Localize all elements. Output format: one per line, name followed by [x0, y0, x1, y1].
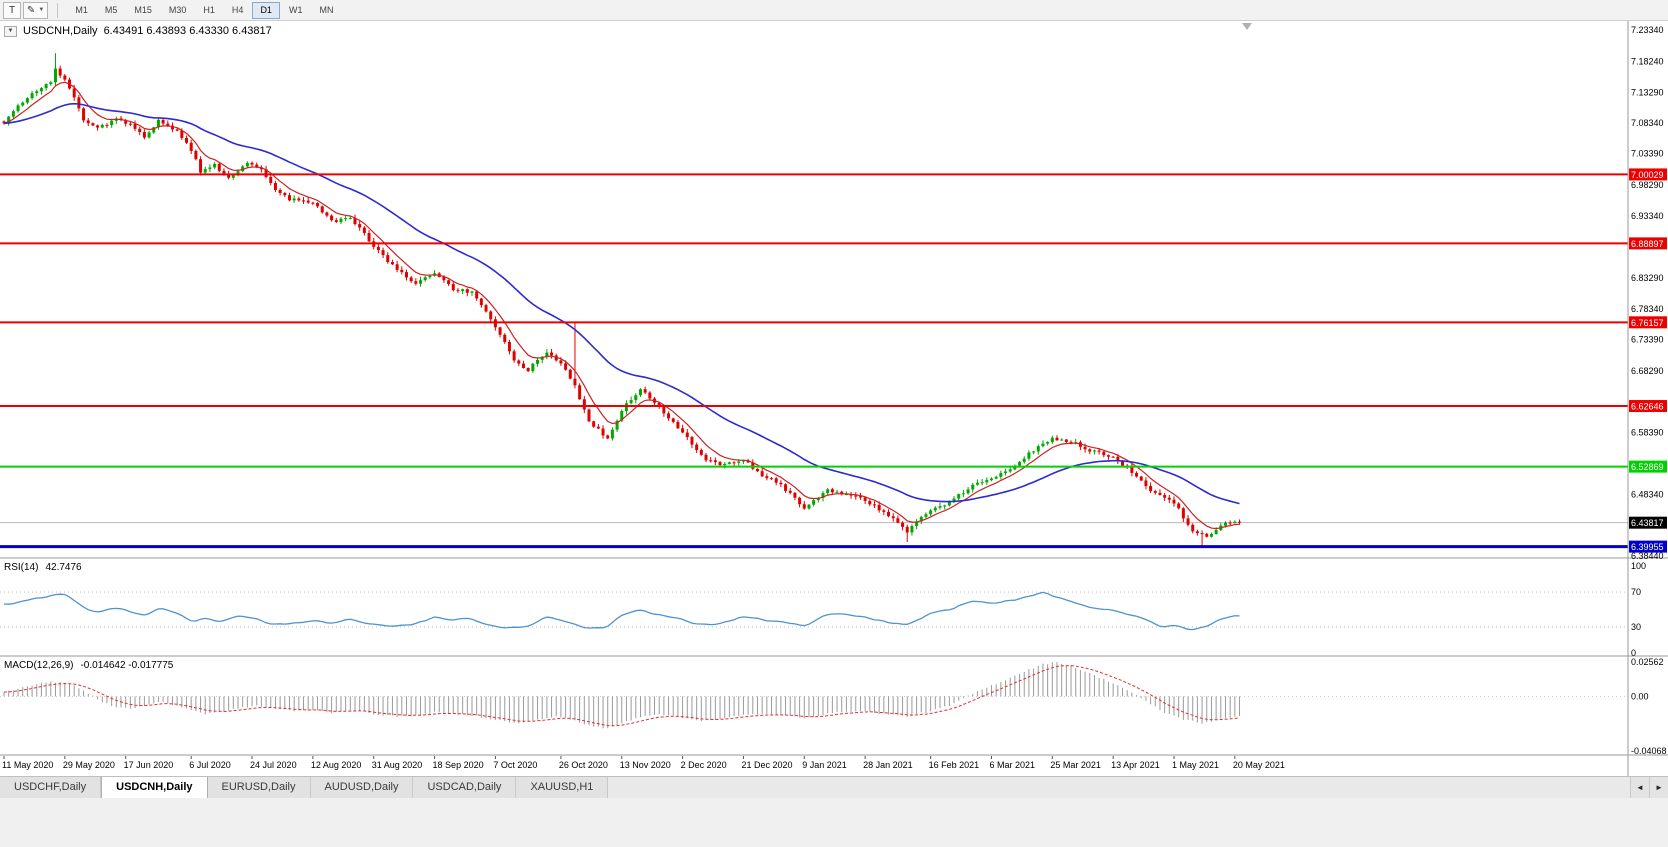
macd-values: -0.014642 -0.017775 — [80, 660, 174, 671]
timeframe-button-m1[interactable]: M1 — [67, 2, 96, 19]
shift-marker — [1242, 23, 1252, 30]
rsi-label: RSI(14) 42.7476 — [4, 562, 82, 573]
svg-text:6 Mar 2021: 6 Mar 2021 — [989, 760, 1035, 770]
timeframe-button-m5[interactable]: M5 — [97, 2, 126, 19]
tab-scroll-buttons: ◄ ► — [1630, 777, 1668, 798]
svg-text:31 Aug 2020: 31 Aug 2020 — [372, 760, 423, 770]
rsi-value: 42.7476 — [45, 562, 82, 573]
svg-text:7 Oct 2020: 7 Oct 2020 — [493, 760, 537, 770]
timeframe-button-m30[interactable]: M30 — [161, 2, 195, 19]
svg-text:6.52869: 6.52869 — [1631, 462, 1664, 472]
svg-text:7.03390: 7.03390 — [1631, 149, 1664, 159]
svg-text:2 Dec 2020: 2 Dec 2020 — [681, 760, 727, 770]
tab-usdchf-daily[interactable]: USDCHF,Daily — [0, 777, 102, 798]
tab-eurusd-daily[interactable]: EURUSD,Daily — [207, 777, 311, 798]
svg-text:6.39955: 6.39955 — [1631, 542, 1664, 552]
svg-text:6.62646: 6.62646 — [1631, 402, 1664, 412]
svg-text:7.13290: 7.13290 — [1631, 87, 1664, 97]
svg-text:11 May 2020: 11 May 2020 — [2, 760, 53, 770]
timeframe-button-mn[interactable]: MN — [311, 2, 341, 19]
chart-background — [0, 21, 1668, 776]
rsi-panel — [0, 591, 1628, 631]
svg-text:13 Apr 2021: 13 Apr 2021 — [1111, 760, 1160, 770]
svg-text:6.58390: 6.58390 — [1631, 427, 1664, 437]
timeframe-button-h4[interactable]: H4 — [224, 2, 252, 19]
svg-text:13 Nov 2020: 13 Nov 2020 — [620, 760, 671, 770]
svg-text:0.02562: 0.02562 — [1631, 657, 1664, 667]
svg-text:12 Aug 2020: 12 Aug 2020 — [311, 760, 362, 770]
tab-audusd-daily[interactable]: AUDUSD,Daily — [310, 777, 414, 798]
symbol-name: USDCNH,Daily — [23, 25, 98, 37]
timeframe-button-w1[interactable]: W1 — [281, 2, 311, 19]
svg-text:6 Jul 2020: 6 Jul 2020 — [189, 760, 231, 770]
svg-text:26 Oct 2020: 26 Oct 2020 — [559, 760, 608, 770]
tab-usdcad-daily[interactable]: USDCAD,Daily — [413, 777, 517, 798]
chevron-down-icon: ▼ — [38, 7, 45, 13]
svg-text:30: 30 — [1631, 622, 1641, 632]
svg-text:18 Sep 2020: 18 Sep 2020 — [433, 760, 484, 770]
tabs-scroll-right-button[interactable]: ► — [1649, 777, 1668, 798]
macd-name: MACD(12,26,9) — [4, 660, 74, 671]
ohlc-values: 6.43491 6.43893 6.43330 6.43817 — [103, 25, 272, 37]
timeframe-buttons: M1 M5 M15 M30 H1 H4 D1 W1 MN — [67, 1, 341, 19]
svg-text:6.88897: 6.88897 — [1631, 239, 1664, 249]
svg-text:24 Jul 2020: 24 Jul 2020 — [250, 760, 297, 770]
svg-text:6.68290: 6.68290 — [1631, 366, 1664, 376]
pen-icon: ✎ — [27, 4, 36, 16]
chart-tabs: USDCHF,Daily USDCNH,Daily EURUSD,Daily AUDU… — [0, 777, 609, 798]
svg-text:100: 100 — [1631, 561, 1646, 571]
svg-text:29 May 2020: 29 May 2020 — [63, 760, 115, 770]
drawing-tool-button[interactable]: ✎ ▼ — [23, 1, 49, 19]
svg-text:17 Jun 2020: 17 Jun 2020 — [124, 760, 174, 770]
tab-xauusd-h1[interactable]: XAUUSD,H1 — [516, 777, 609, 798]
price-badges: 7.00029 6.88897 6.76157 6.62646 6.52869 6.399… — [1629, 168, 1667, 553]
svg-text:7.08340: 7.08340 — [1631, 118, 1664, 128]
svg-text:9 Jan 2021: 9 Jan 2021 — [802, 760, 847, 770]
svg-text:7.23340: 7.23340 — [1631, 25, 1664, 35]
svg-text:20 May 2021: 20 May 2021 — [1233, 760, 1285, 770]
tab-usdcnh-daily[interactable]: USDCNH,Daily — [101, 777, 208, 798]
svg-text:6.38440: 6.38440 — [1631, 551, 1664, 561]
panel-separators — [0, 21, 1668, 776]
toolbar-separator — [57, 2, 59, 18]
date-axis: 11 May 2020 29 May 2020 17 Jun 2020 6 Jul 2… — [2, 756, 1285, 770]
svg-text:28 Jan 2021: 28 Jan 2021 — [863, 760, 913, 770]
timeframe-button-d1[interactable]: D1 — [252, 1, 280, 19]
svg-text:7.18240: 7.18240 — [1631, 57, 1664, 67]
svg-text:21 Dec 2020: 21 Dec 2020 — [741, 760, 792, 770]
svg-text:1 May 2021: 1 May 2021 — [1172, 760, 1219, 770]
symbol-label: ▼ USDCNH,Daily 6.43491 6.43893 6.43330 6… — [4, 25, 272, 37]
svg-text:6.43817: 6.43817 — [1631, 518, 1664, 528]
svg-text:6.48340: 6.48340 — [1631, 490, 1664, 500]
svg-text:-0.04068: -0.04068 — [1631, 746, 1667, 756]
svg-text:7.00029: 7.00029 — [1631, 170, 1664, 180]
svg-text:0.00: 0.00 — [1631, 691, 1649, 701]
svg-text:6.93340: 6.93340 — [1631, 211, 1664, 221]
svg-text:6.78340: 6.78340 — [1631, 304, 1664, 314]
svg-text:0: 0 — [1631, 648, 1636, 658]
svg-text:6.76157: 6.76157 — [1631, 318, 1664, 328]
tabs-scroll-left-button[interactable]: ◄ — [1630, 777, 1649, 798]
moving-averages — [3, 81, 1240, 530]
collapse-panel-button[interactable]: ▼ — [4, 25, 17, 37]
svg-text:25 Mar 2021: 25 Mar 2021 — [1050, 760, 1101, 770]
svg-text:6.83290: 6.83290 — [1631, 273, 1664, 283]
text-tool-button[interactable]: T — [3, 1, 21, 19]
svg-text:6.73390: 6.73390 — [1631, 334, 1664, 344]
price-axis: 7.23340 7.18240 7.13290 7.08340 7.03390 6.982… — [1631, 25, 1667, 756]
svg-text:70: 70 — [1631, 587, 1641, 597]
timeframe-button-h1[interactable]: H1 — [195, 2, 223, 19]
macd-panel — [0, 661, 1628, 729]
timeframe-button-m15[interactable]: M15 — [126, 2, 160, 19]
main-toolbar: T ✎ ▼ M1 M5 M15 M30 H1 H4 D1 W1 MN — [0, 0, 1668, 21]
tab-bar: USDCHF,Daily USDCNH,Daily EURUSD,Daily AUDU… — [0, 776, 1668, 798]
svg-text:16 Feb 2021: 16 Feb 2021 — [929, 760, 980, 770]
horizontal-lines — [0, 173, 1628, 549]
svg-text:6.98290: 6.98290 — [1631, 180, 1664, 190]
macd-label: MACD(12,26,9) -0.014642 -0.017775 — [4, 660, 173, 671]
rsi-name: RSI(14) — [4, 562, 39, 573]
